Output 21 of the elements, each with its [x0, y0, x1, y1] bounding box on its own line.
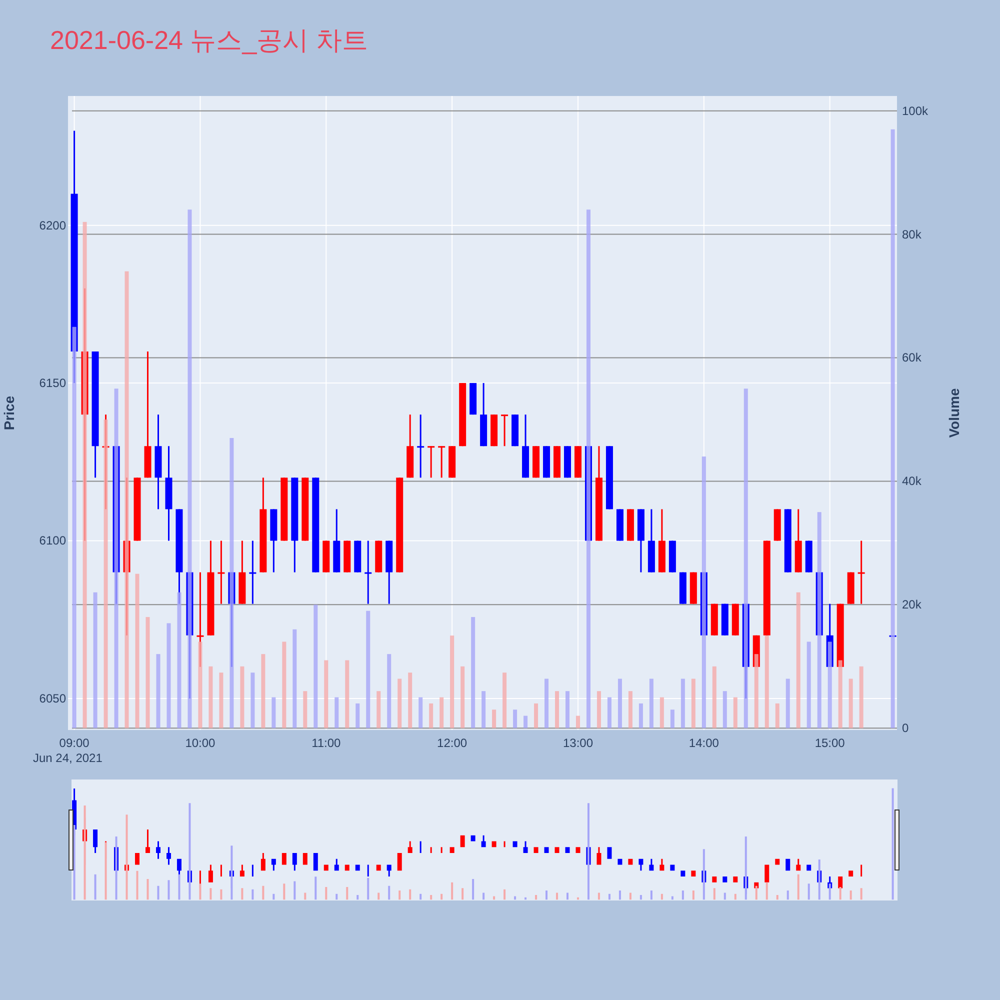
y2-tick-label: 20k [902, 598, 922, 612]
chart-title: 2021-06-24 뉴스_공시 차트 [50, 25, 368, 55]
x-tick-label: 10:00 [185, 736, 216, 750]
y2-axis-title: Volume [946, 388, 962, 438]
y2-tick-label: 0 [902, 721, 909, 736]
x-tick-label: 13:00 [562, 736, 594, 750]
y2-tick-label: 60k [902, 350, 922, 365]
y-tick-label: 6050 [39, 691, 66, 706]
y2-tick-label: 80k [902, 227, 922, 242]
y-tick-label: 6200 [39, 218, 66, 232]
y2-tick-label: 100k [902, 104, 930, 118]
y-tick-label: 6150 [39, 376, 66, 390]
text: Jun 24, 2021 [33, 751, 103, 765]
x-tick-label: 12:00 [437, 736, 468, 750]
x-tick-label: 15:00 [814, 736, 846, 750]
y-tick-label: 6100 [39, 534, 66, 548]
x-tick-label: 11:00 [312, 736, 342, 750]
x-tick-label: 09:00 [59, 736, 90, 750]
y2-tick-label: 40k [902, 474, 922, 488]
x-tick-label: 14:00 [688, 736, 720, 750]
y-axis-title: Price [1, 396, 17, 430]
